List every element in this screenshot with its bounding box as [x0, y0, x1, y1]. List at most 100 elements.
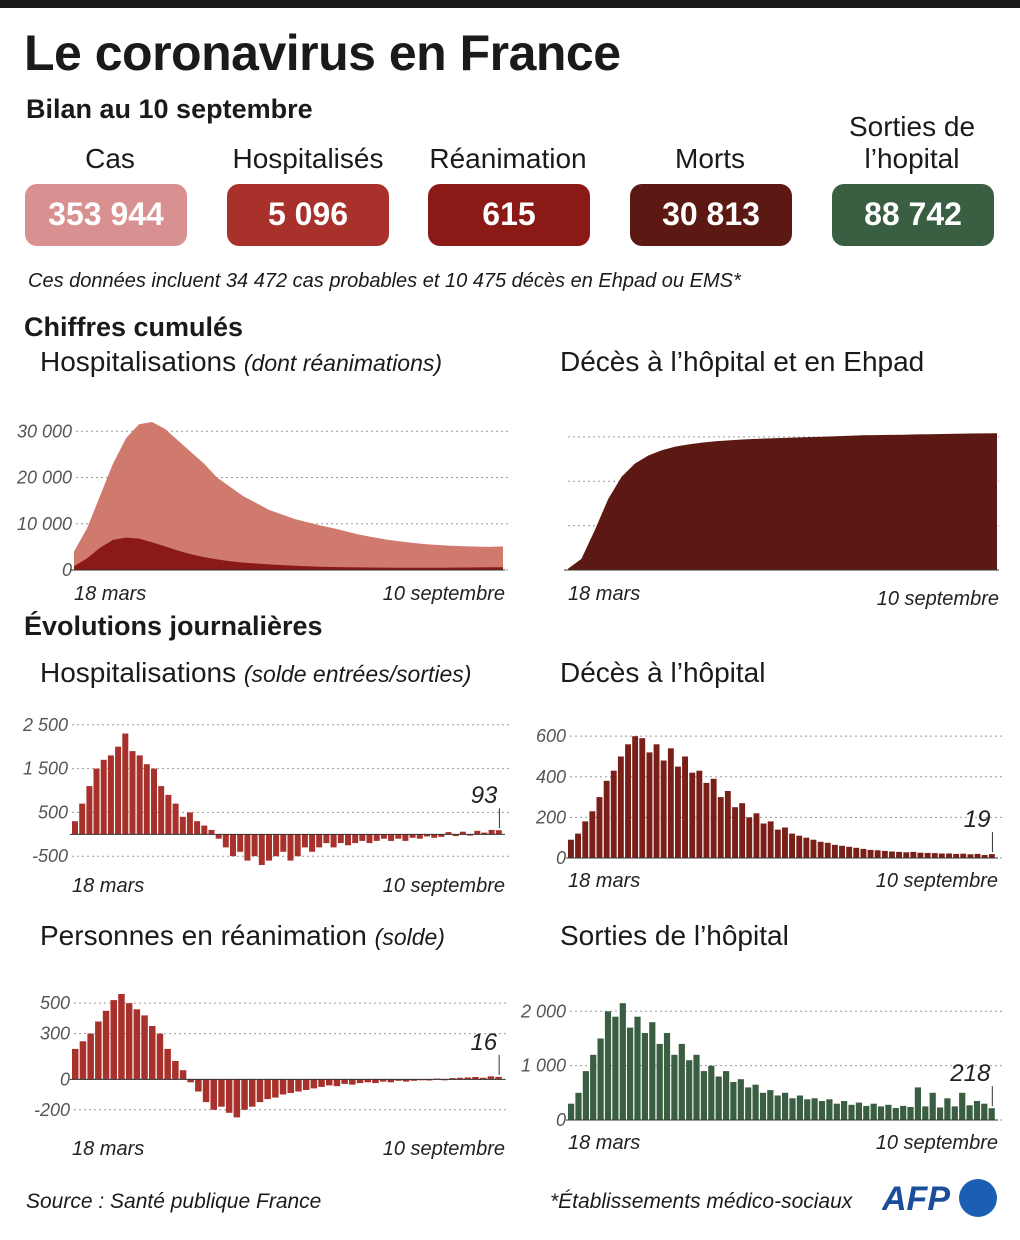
bar	[100, 759, 107, 835]
top-rule	[0, 0, 1020, 8]
bar	[280, 834, 287, 852]
bar	[885, 1104, 892, 1120]
bar	[610, 770, 617, 858]
bar	[710, 778, 717, 858]
bar	[380, 834, 387, 839]
bar	[759, 1092, 767, 1120]
y-tick-label: 1 500	[23, 759, 68, 779]
bar	[165, 794, 172, 835]
bar	[72, 821, 78, 835]
stat-box-hospitalises: 5 096	[227, 184, 389, 246]
bar	[349, 1079, 356, 1085]
bar	[739, 803, 746, 858]
bar	[660, 760, 667, 858]
bar	[481, 832, 488, 835]
bar	[194, 821, 201, 835]
bar	[646, 752, 653, 858]
bar	[474, 830, 481, 835]
bar	[974, 853, 981, 858]
bar	[337, 834, 344, 844]
bar	[95, 1021, 102, 1080]
bar	[675, 766, 681, 858]
y-tick-label: 20 000	[16, 468, 72, 488]
bar	[568, 839, 574, 858]
bar	[330, 834, 337, 848]
bar	[627, 1027, 634, 1120]
bar	[981, 1103, 988, 1120]
x-label-end: 10 septembre	[383, 1138, 505, 1160]
bar	[831, 844, 838, 858]
bar	[641, 1033, 648, 1120]
bar	[438, 834, 445, 837]
bar	[717, 797, 724, 858]
bar	[682, 756, 688, 858]
area-series-0	[74, 422, 503, 570]
bar	[202, 1079, 210, 1103]
bar	[826, 1099, 833, 1120]
bar	[860, 848, 867, 858]
bar	[251, 834, 258, 857]
bar	[295, 1079, 302, 1092]
bar	[746, 817, 753, 858]
page-title: Le coronavirus en France	[24, 25, 621, 81]
bar	[892, 1108, 899, 1120]
bar	[118, 994, 125, 1080]
bar	[693, 1054, 700, 1120]
bar	[632, 736, 639, 858]
bar	[395, 834, 402, 839]
bar	[745, 1087, 752, 1120]
y-tick-label: 2 000	[520, 1001, 566, 1021]
bar	[122, 733, 129, 835]
bar	[907, 1107, 914, 1120]
bar	[87, 1033, 94, 1080]
bar	[495, 1076, 502, 1080]
bar	[402, 834, 409, 841]
bar	[164, 1048, 171, 1080]
x-label-end: 10 septembre	[876, 1132, 998, 1154]
x-label-start: 18 mars	[568, 870, 640, 892]
bar	[410, 1079, 418, 1081]
bar	[487, 1076, 495, 1080]
bar	[959, 1092, 966, 1120]
bar	[359, 834, 366, 841]
bar	[767, 821, 774, 858]
x-label-start: 18 mars	[568, 1132, 640, 1154]
bar	[575, 833, 581, 858]
y-tick-label: 0	[556, 1110, 566, 1130]
bar	[789, 1098, 796, 1120]
bar	[924, 852, 931, 858]
bar	[896, 851, 902, 858]
x-label-end: 10 septembre	[876, 870, 998, 892]
x-label-start: 18 mars	[72, 875, 144, 897]
bar	[951, 1106, 958, 1120]
bar	[900, 1105, 907, 1120]
bar	[151, 768, 157, 835]
stat-label-hospitalises: Hospitalisés	[232, 143, 384, 174]
page-subtitle: Bilan au 10 septembre	[26, 94, 313, 124]
bar	[824, 842, 831, 858]
bar	[752, 1084, 759, 1120]
stat-box-morts: 30 813	[630, 184, 792, 246]
bar	[700, 1071, 707, 1120]
bar	[273, 834, 280, 857]
bar	[149, 1026, 156, 1080]
bar	[201, 825, 208, 835]
bar	[464, 1077, 471, 1080]
afp-logo: AFP	[881, 1176, 1000, 1220]
bar	[597, 1038, 604, 1120]
bar	[903, 852, 910, 858]
bar	[456, 1077, 464, 1080]
bar	[125, 1003, 133, 1080]
bar	[944, 1098, 951, 1120]
bar	[839, 845, 845, 858]
bar	[848, 1104, 855, 1120]
bar	[817, 841, 824, 858]
bar	[988, 1108, 995, 1120]
bar	[867, 849, 874, 858]
section-title-cumulative: Chiffres cumulés	[24, 312, 244, 342]
bar	[387, 1079, 395, 1083]
bar	[158, 786, 165, 835]
bar	[129, 751, 136, 835]
bar	[323, 834, 330, 844]
bar	[309, 834, 316, 852]
